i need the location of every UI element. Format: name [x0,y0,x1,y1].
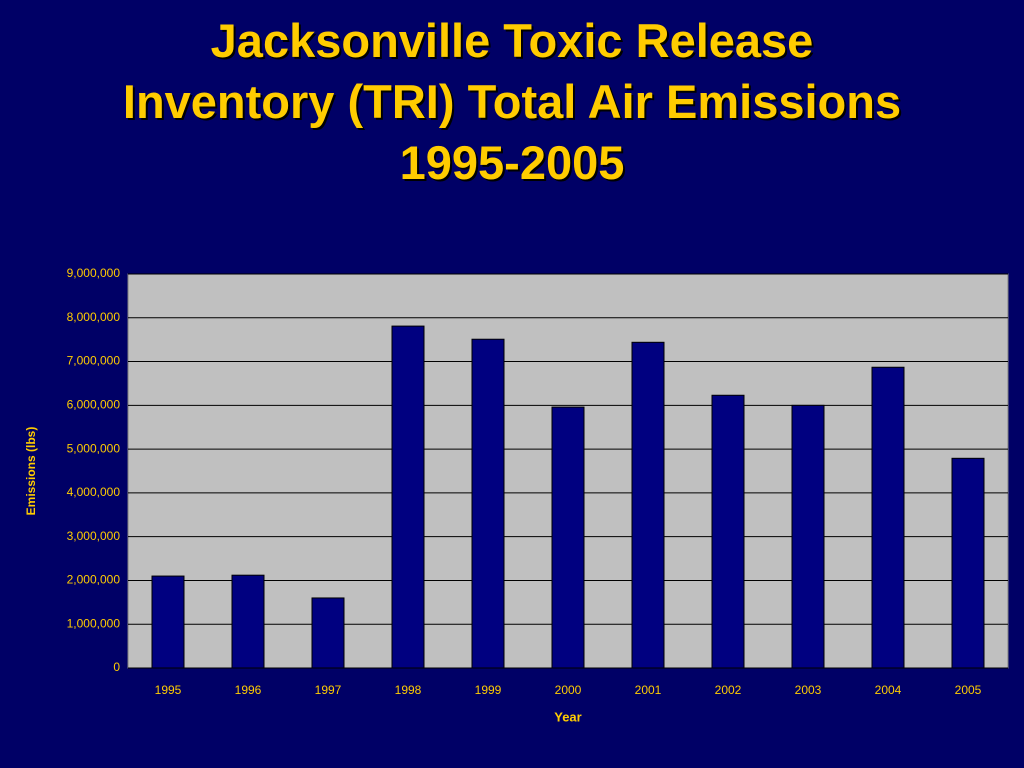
y-tick-label: 0 [113,660,120,674]
x-tick-label: 2003 [795,683,822,697]
y-axis-label: Emissions (lbs) [24,427,38,516]
y-tick-label: 9,000,000 [67,266,121,280]
bar [471,338,505,669]
x-tick-label: 1995 [155,683,182,697]
y-tick-label: 5,000,000 [67,441,121,455]
bar [631,341,665,669]
bar [951,457,985,669]
bar [311,597,345,669]
bar [791,404,825,669]
y-tick-label: 3,000,000 [67,529,121,543]
y-tick-label: 2,000,000 [67,573,121,587]
x-tick-label: 2004 [875,683,902,697]
x-axis-label: Year [554,709,581,724]
bar [711,394,745,669]
x-tick-label: 2000 [555,683,582,697]
x-tick-label: 1999 [475,683,502,697]
y-tick-label: 4,000,000 [67,485,121,499]
x-tick-label: 1998 [395,683,422,697]
bar [391,325,425,669]
x-tick-label: 2005 [955,683,982,697]
bar [151,575,185,669]
y-tick-label: 8,000,000 [67,310,121,324]
bar [231,574,265,669]
bar [551,406,585,669]
x-tick-label: 2002 [715,683,742,697]
y-tick-label: 1,000,000 [67,616,121,630]
chart-title: Jacksonville Toxic Release Inventory (TR… [122,14,902,189]
x-tick-label: 1996 [235,683,262,697]
y-tick-label: 7,000,000 [67,354,121,368]
x-tick-label: 2001 [635,683,662,697]
bar [871,366,905,669]
y-tick-label: 6,000,000 [67,398,121,412]
x-tick-label: 1997 [315,683,342,697]
